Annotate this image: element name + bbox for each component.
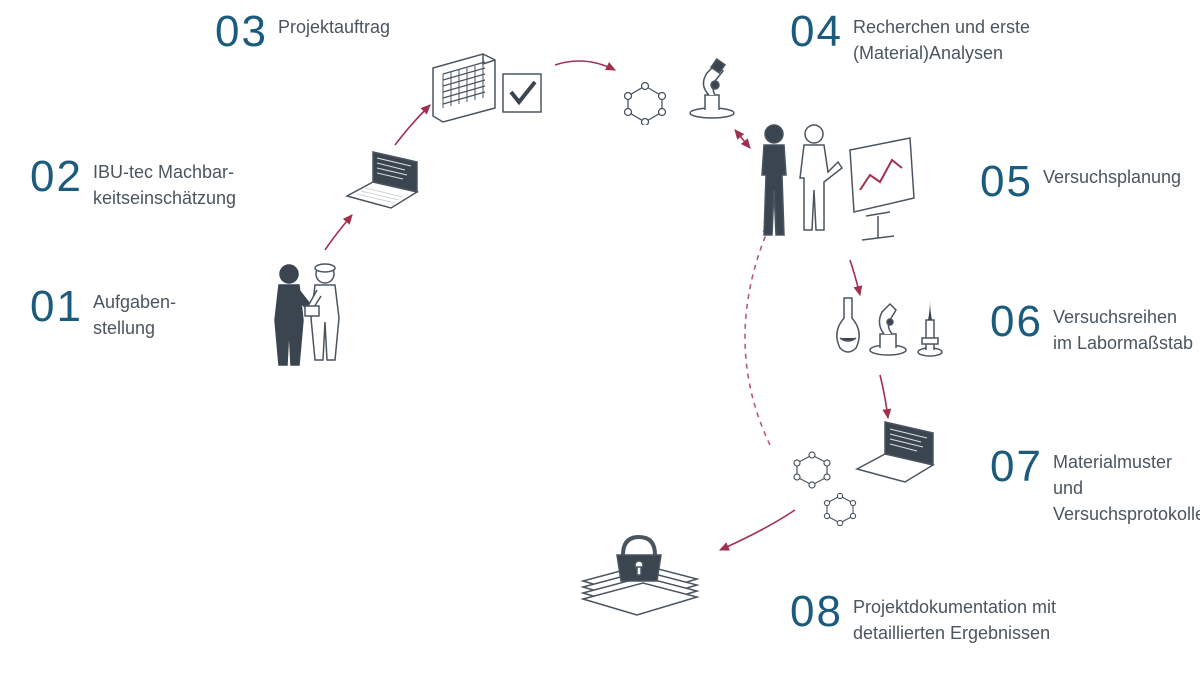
molecule-small-icon	[790, 450, 835, 490]
step-03: 03 Projektauftrag	[215, 10, 390, 54]
step-label: Recherchen und erste(Material)Analysen	[853, 10, 1030, 66]
step-08: 08Projektdokumentation mitdetaillierten …	[790, 590, 1056, 646]
step-label: Versuchsplanung	[1043, 160, 1181, 190]
step-04: 04Recherchen und erste(Material)Analysen	[790, 10, 1030, 66]
step-number: 02	[30, 155, 83, 199]
arrow-07-08	[720, 510, 795, 550]
step-label: Materialmuster undVersuchsprotokolle	[1053, 445, 1200, 527]
locked-documents-icon	[575, 525, 705, 620]
step-number: 01	[30, 285, 83, 329]
people-meeting-icon	[265, 260, 355, 370]
laptop-results-icon	[855, 420, 940, 485]
arrow-01-02	[325, 215, 352, 250]
step-number: 03	[215, 10, 268, 54]
step-number: 06	[990, 300, 1043, 344]
step-07: 07Materialmuster undVersuchsprotokolle	[990, 445, 1200, 527]
molecule-icon	[620, 80, 670, 125]
step-label: Versuchsreihenim Labormaßstab	[1053, 300, 1193, 356]
step-number: 07	[990, 445, 1043, 489]
arrow-07-05	[745, 225, 770, 445]
microscope-icon	[685, 55, 740, 120]
people-presentation-icon	[750, 120, 920, 250]
step-label: Aufgaben-stellung	[93, 285, 176, 341]
step-label: Projektdokumentation mitdetaillierten Er…	[853, 590, 1056, 646]
laptop-icon	[345, 150, 425, 210]
process-diagram: 01Aufgaben-stellung 02IBU-tec Machbar-kei…	[0, 0, 1200, 677]
step-number: 04	[790, 10, 843, 54]
step-number: 05	[980, 160, 1033, 204]
step-01: 01Aufgaben-stellung	[30, 285, 176, 341]
step-05: 05 Versuchsplanung	[980, 160, 1181, 204]
arrow-03-04	[555, 61, 615, 70]
step-06: 06Versuchsreihenim Labormaßstab	[990, 300, 1193, 356]
step-number: 08	[790, 590, 843, 634]
arrow-04-05	[735, 130, 750, 148]
step-label: IBU-tec Machbar-keitseinschätzung	[93, 155, 236, 211]
lab-equipment-icon	[830, 290, 950, 360]
arrow-06-07	[880, 375, 888, 418]
document-check-icon	[425, 50, 545, 130]
step-label: Projektauftrag	[278, 10, 390, 40]
molecule-tiny-icon	[820, 492, 860, 527]
step-02: 02IBU-tec Machbar-keitseinschätzung	[30, 155, 236, 211]
